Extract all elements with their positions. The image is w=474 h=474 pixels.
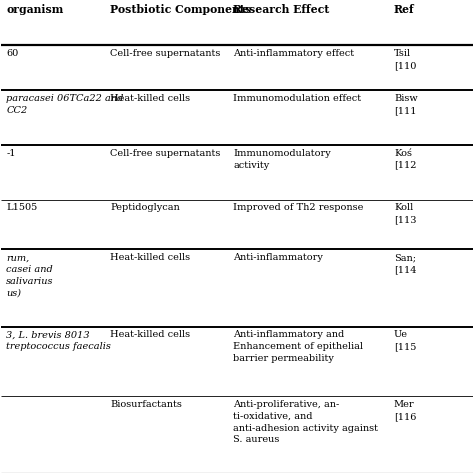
Text: Mer
[116: Mer [116 bbox=[394, 400, 416, 421]
Text: Koll
[113: Koll [113 bbox=[394, 203, 416, 224]
Text: Improved of Th2 response: Improved of Th2 response bbox=[233, 203, 364, 212]
Text: Anti-inflammatory effect: Anti-inflammatory effect bbox=[233, 49, 355, 58]
Text: San;
[114: San; [114 bbox=[394, 253, 416, 274]
Text: Anti-proliferative, an-
ti-oxidative, and
anti-adhesion activity against
S. aure: Anti-proliferative, an- ti-oxidative, an… bbox=[233, 400, 378, 445]
Text: Koś
[112: Koś [112 bbox=[394, 149, 416, 170]
Text: 60: 60 bbox=[6, 49, 18, 58]
Text: Postbiotic Components: Postbiotic Components bbox=[110, 4, 252, 16]
Text: Immunomodulatory
activity: Immunomodulatory activity bbox=[233, 149, 331, 170]
Text: Tsil
[110: Tsil [110 bbox=[394, 49, 416, 70]
Text: paracasei 06TCa22 and
CC2: paracasei 06TCa22 and CC2 bbox=[6, 94, 124, 115]
Text: Heat-killed cells: Heat-killed cells bbox=[110, 94, 191, 103]
Text: Cell-free supernatants: Cell-free supernatants bbox=[110, 49, 221, 58]
Text: Anti-inflammatory and
Enhancement of epithelial
barrier permeability: Anti-inflammatory and Enhancement of epi… bbox=[233, 330, 363, 363]
Text: Heat-killed cells: Heat-killed cells bbox=[110, 253, 191, 262]
Text: Peptidoglycan: Peptidoglycan bbox=[110, 203, 180, 212]
Text: Immunomodulation effect: Immunomodulation effect bbox=[233, 94, 361, 103]
Text: Bisw
[111: Bisw [111 bbox=[394, 94, 418, 115]
Text: L1505: L1505 bbox=[6, 203, 37, 212]
Text: Anti-inflammatory: Anti-inflammatory bbox=[233, 253, 323, 262]
Text: Ref: Ref bbox=[394, 4, 415, 16]
Text: -1: -1 bbox=[6, 149, 16, 158]
Text: Heat-killed cells: Heat-killed cells bbox=[110, 330, 191, 339]
Text: 3, L. brevis 8013
treptococcus faecalis: 3, L. brevis 8013 treptococcus faecalis bbox=[6, 330, 111, 351]
Text: organism: organism bbox=[6, 4, 64, 16]
Text: Research Effect: Research Effect bbox=[233, 4, 329, 16]
Text: rum,
casei and
salivarius
us): rum, casei and salivarius us) bbox=[6, 253, 54, 298]
Text: Ue
[115: Ue [115 bbox=[394, 330, 416, 351]
Text: Biosurfactants: Biosurfactants bbox=[110, 400, 182, 409]
Text: Cell-free supernatants: Cell-free supernatants bbox=[110, 149, 221, 158]
